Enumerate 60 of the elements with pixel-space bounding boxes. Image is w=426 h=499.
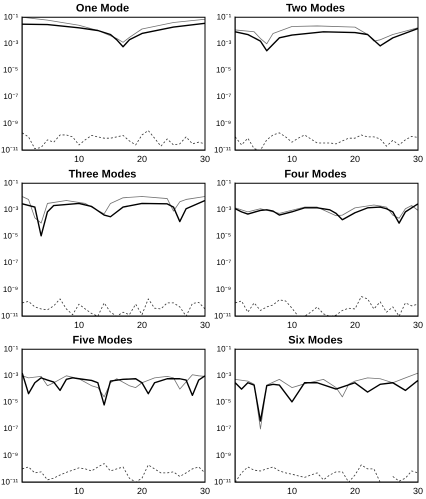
chart-title: One Mode <box>76 2 130 15</box>
y-tick-label: 10⁻⁵ <box>3 232 18 241</box>
y-tick-label: 10⁻¹ <box>4 178 19 188</box>
y-tick-label: 10⁻¹ <box>216 178 232 188</box>
x-tick-label: 30 <box>412 486 424 496</box>
y-tick-label: 10⁻¹¹ <box>0 311 19 320</box>
y-tick-label: 10⁻⁵ <box>216 232 232 241</box>
chart-title: Five Modes <box>72 334 132 347</box>
y-tick-label: 10⁻⁹ <box>216 284 232 294</box>
y-tick-label: 10⁻³ <box>216 39 232 48</box>
x-tick-label: 20 <box>350 320 360 330</box>
chart-title: Two Modes <box>286 2 346 15</box>
y-tick-label: 10⁻⁵ <box>3 66 18 75</box>
y-tick-label: 10⁻⁵ <box>216 398 232 407</box>
x-tick-label: 10 <box>286 320 297 330</box>
y-tick-label: 10⁻⁹ <box>2 450 18 460</box>
x-tick-label: 20 <box>350 154 360 164</box>
y-tick-label: 10⁻⁵ <box>3 398 18 407</box>
y-tick-label: 10⁻¹¹ <box>0 145 19 154</box>
y-tick-label: 10⁻¹¹ <box>214 145 232 154</box>
chart-title: Four Modes <box>284 168 347 181</box>
y-tick-label: 10⁻⁹ <box>2 284 18 294</box>
y-tick-label: 10⁻⁹ <box>2 118 18 128</box>
y-tick-label: 10⁻⁵ <box>216 66 232 75</box>
y-tick-label: 10⁻⁷ <box>3 424 18 434</box>
x-tick-label: 10 <box>286 486 297 496</box>
x-tick-label: 10 <box>74 320 84 330</box>
y-tick-label: 10⁻⁷ <box>216 258 232 268</box>
y-tick-label: 10⁻³ <box>216 205 232 214</box>
y-tick-label: 10⁻⁷ <box>216 424 232 434</box>
y-tick-label: 10⁻³ <box>4 39 19 48</box>
x-tick-label: 10 <box>286 154 297 164</box>
x-tick-label: 30 <box>200 154 210 164</box>
y-tick-label: 10⁻¹ <box>4 344 19 354</box>
y-tick-label: 10⁻³ <box>4 205 19 214</box>
y-tick-label: 10⁻¹ <box>216 12 232 22</box>
y-tick-label: 10⁻³ <box>216 371 232 380</box>
y-tick-label: 10⁻¹¹ <box>0 477 19 486</box>
x-tick-label: 30 <box>412 154 424 164</box>
y-tick-label: 10⁻⁷ <box>3 258 18 268</box>
y-tick-label: 10⁻⁷ <box>3 92 18 102</box>
y-tick-label: 10⁻¹¹ <box>214 477 232 486</box>
x-tick-label: 10 <box>74 154 84 164</box>
x-tick-label: 10 <box>74 486 84 496</box>
chart-title: Six Modes <box>288 334 343 347</box>
x-tick-label: 30 <box>412 320 424 330</box>
x-tick-label: 20 <box>136 154 147 164</box>
y-tick-label: 10⁻⁹ <box>216 118 232 128</box>
x-tick-label: 20 <box>136 320 147 330</box>
x-tick-label: 20 <box>350 486 360 496</box>
y-tick-label: 10⁻¹ <box>216 344 232 354</box>
y-tick-label: 10⁻⁹ <box>216 450 232 460</box>
x-tick-label: 30 <box>200 320 210 330</box>
x-tick-label: 30 <box>200 486 210 496</box>
chart-title: Three Modes <box>68 168 136 181</box>
y-tick-label: 10⁻¹¹ <box>214 311 232 320</box>
y-tick-label: 10⁻³ <box>4 371 19 380</box>
y-tick-label: 10⁻⁷ <box>216 92 232 102</box>
x-tick-label: 20 <box>136 486 147 496</box>
y-tick-label: 10⁻¹ <box>4 12 19 22</box>
